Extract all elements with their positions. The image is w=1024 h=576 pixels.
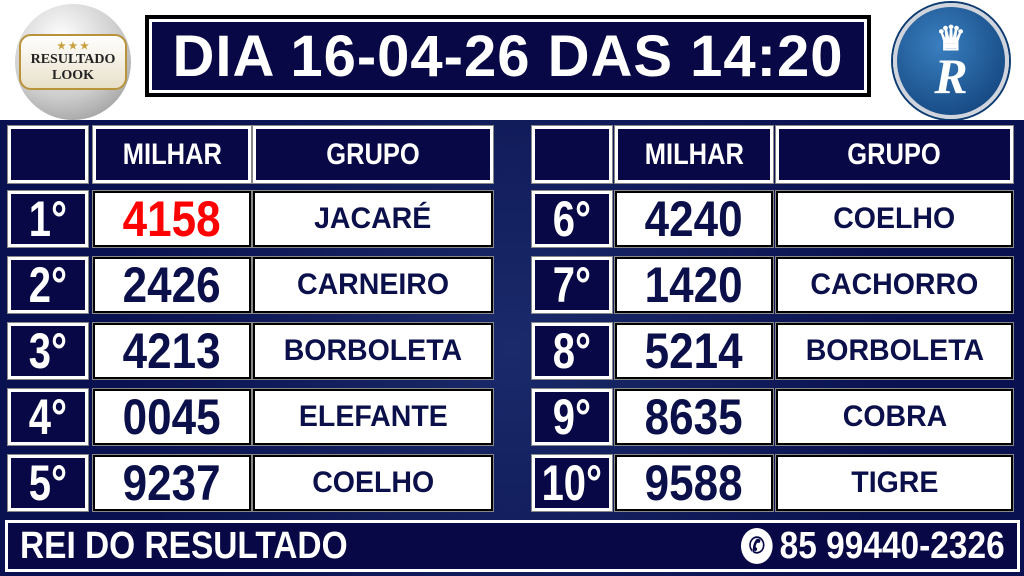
position-cell: 4° <box>8 389 88 445</box>
header-milhar: MILHAR <box>93 126 251 183</box>
grupo-cell: CACHORRO <box>776 257 1013 313</box>
milhar-cell-text: 4213 <box>123 323 221 379</box>
grupo-cell: BORBOLETA <box>253 323 493 379</box>
header-grupo-text: GRUPO <box>326 137 420 171</box>
position-cell-text: 3° <box>28 323 68 379</box>
milhar-cell-text: 2426 <box>123 257 221 313</box>
grupo-cell: COBRA <box>776 389 1013 445</box>
milhar-cell-text: 9237 <box>123 455 221 511</box>
grupo-cell-text: CACHORRO <box>810 268 979 301</box>
milhar-cell: 9237 <box>93 455 251 511</box>
header-grupo: GRUPO <box>776 126 1013 183</box>
grupo-cell-text: BORBOLETA <box>283 334 463 367</box>
logo-text-line2: LOOK <box>51 68 94 83</box>
title-box: DIA 16-04-26 DAS 14:20 <box>145 15 871 97</box>
grupo-cell: ELEFANTE <box>253 389 493 445</box>
grupo-cell: COELHO <box>776 191 1013 247</box>
position-cell-text: 4° <box>28 389 68 445</box>
milhar-cell-text: 5214 <box>645 323 743 379</box>
header-milhar-text: MILHAR <box>644 137 744 171</box>
position-cell-text: 8° <box>552 323 592 379</box>
whatsapp-icon: ✆ <box>741 528 773 564</box>
footer-phone[interactable]: 85 99440-2326 <box>779 524 1005 567</box>
milhar-cell-text: 8635 <box>645 389 743 445</box>
milhar-cell: 8635 <box>615 389 773 445</box>
milhar-cell-text: 0045 <box>123 389 221 445</box>
grupo-cell-text: BORBOLETA <box>805 334 984 367</box>
rei-logo: ♛ R <box>893 3 1009 119</box>
position-cell-text: 5° <box>28 455 68 511</box>
crown-icon: ♛ <box>935 20 967 58</box>
milhar-cell: 0045 <box>93 389 251 445</box>
grupo-cell: COELHO <box>253 455 493 511</box>
milhar-cell: 2426 <box>93 257 251 313</box>
position-cell: 7° <box>532 257 612 313</box>
grupo-cell-text: CARNEIRO <box>296 268 449 301</box>
header-grupo: GRUPO <box>253 126 493 183</box>
position-cell-text: 7° <box>552 257 592 313</box>
position-cell: 6° <box>532 191 612 247</box>
resultado-look-logo: ★ ★ ★ RESULTADO LOOK <box>15 4 131 120</box>
header-blank-cell <box>532 126 612 183</box>
milhar-cell: 4158 <box>93 191 251 247</box>
milhar-cell: 4240 <box>615 191 773 247</box>
grupo-cell-text: ELEFANTE <box>298 400 448 433</box>
milhar-cell-text: 1420 <box>645 257 743 313</box>
position-cell: 5° <box>8 455 88 511</box>
milhar-cell: 9588 <box>615 455 773 511</box>
position-cell: 1° <box>8 191 88 247</box>
header-grupo-text: GRUPO <box>847 137 942 171</box>
grupo-cell: CARNEIRO <box>253 257 493 313</box>
footer-brand: REI DO RESULTADO <box>20 524 348 567</box>
position-cell-text: 10° <box>541 455 603 511</box>
position-cell: 8° <box>532 323 612 379</box>
position-cell-text: 2° <box>28 257 68 313</box>
milhar-cell: 1420 <box>615 257 773 313</box>
position-cell: 9° <box>532 389 612 445</box>
page-title: DIA 16-04-26 DAS 14:20 <box>149 19 867 93</box>
milhar-cell-text: 9588 <box>645 455 743 511</box>
milhar-cell-text: 4158 <box>123 191 221 247</box>
footer: REI DO RESULTADO ✆ 85 99440-2326 <box>5 520 1020 572</box>
grupo-cell-text: COELHO <box>833 202 956 235</box>
grupo-cell-text: COBRA <box>842 400 947 433</box>
header-milhar-text: MILHAR <box>122 137 222 171</box>
position-cell: 3° <box>8 323 88 379</box>
logo-text-line1: RESULTADO <box>30 52 116 67</box>
grupo-cell: JACARÉ <box>253 191 493 247</box>
milhar-cell-text: 4240 <box>645 191 743 247</box>
grupo-cell: TIGRE <box>776 455 1013 511</box>
header-milhar: MILHAR <box>615 126 773 183</box>
header-blank-cell <box>8 126 88 183</box>
grupo-cell-text: TIGRE <box>850 466 939 499</box>
position-cell-text: 9° <box>552 389 592 445</box>
grupo-cell-text: JACARÉ <box>314 202 432 235</box>
position-cell: 10° <box>532 455 612 511</box>
position-cell-text: 1° <box>28 191 68 247</box>
position-cell-text: 6° <box>552 191 592 247</box>
milhar-cell: 4213 <box>93 323 251 379</box>
position-cell: 2° <box>8 257 88 313</box>
grupo-cell: BORBOLETA <box>776 323 1013 379</box>
grupo-cell-text: COELHO <box>312 466 434 499</box>
milhar-cell: 5214 <box>615 323 773 379</box>
